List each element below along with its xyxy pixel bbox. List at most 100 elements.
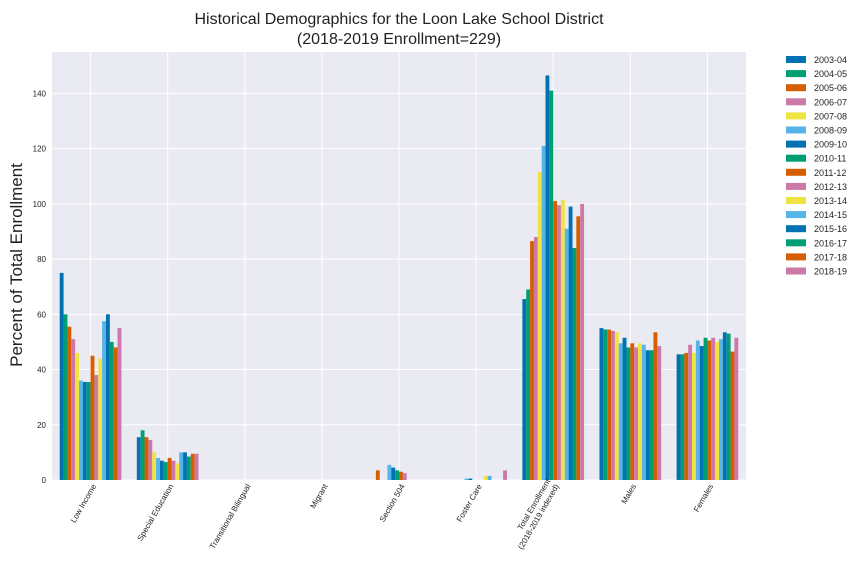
bar (734, 337, 739, 480)
bar (148, 439, 153, 480)
legend-label: 2012-13 (814, 182, 847, 192)
y-tick-label: 120 (33, 145, 47, 154)
bar (676, 354, 681, 480)
bar (653, 332, 658, 480)
bar (530, 241, 534, 480)
bar (638, 343, 642, 480)
legend-label: 2016-17 (814, 238, 847, 248)
bar (183, 452, 187, 480)
bar (82, 381, 87, 480)
bar (152, 452, 157, 480)
legend-label: 2017-18 (814, 252, 847, 262)
bar (59, 272, 64, 480)
legend: 2003-04 2004-05 2005-06 2006-07 2007-08 2008-… (786, 55, 847, 277)
legend-swatch (786, 126, 806, 134)
bar (622, 337, 627, 480)
x-tick-label-line: Migrant (308, 482, 330, 510)
bar (503, 470, 507, 480)
bar (94, 375, 99, 480)
legend-swatch (786, 267, 806, 275)
plot-area: 0 20 40 60 80 100 120 140 Low Income Special Educ… (33, 52, 746, 551)
bar (167, 457, 172, 480)
x-tick-label-line: Special Education (136, 483, 176, 543)
x-tick-label-line: Transitional Bilingual (208, 482, 253, 550)
bar (391, 467, 396, 480)
x-tick-label: Foster Care (455, 482, 484, 524)
x-tick-label: Low Income (69, 482, 99, 524)
legend-label: 2008-09 (814, 126, 847, 136)
bar (549, 90, 554, 480)
bar (78, 380, 83, 480)
bar (715, 341, 720, 480)
legend-swatch (786, 70, 806, 78)
bar (626, 347, 631, 480)
legend-swatch (786, 154, 806, 162)
bar (603, 329, 608, 480)
bar (186, 456, 191, 480)
legend-swatch (786, 239, 806, 247)
x-tick-label-line: Males (620, 483, 638, 506)
bar (553, 201, 558, 481)
bar (692, 352, 696, 480)
legend-swatch (786, 253, 806, 261)
legend-swatch (786, 112, 806, 120)
bar (572, 248, 577, 480)
bar (402, 473, 407, 480)
bar (645, 350, 650, 480)
legend-swatch (786, 211, 806, 219)
bar (541, 145, 546, 480)
y-tick-label: 0 (42, 476, 47, 485)
bar (688, 344, 693, 480)
legend-label: 2015-16 (814, 224, 847, 234)
bar (545, 75, 550, 480)
bar (75, 352, 79, 480)
bar (730, 351, 735, 480)
bar (618, 343, 623, 480)
bar (105, 314, 110, 480)
y-tick-label: 100 (33, 200, 47, 209)
legend-label: 2006-07 (814, 97, 847, 107)
bar (156, 457, 160, 480)
bar (641, 344, 646, 480)
chart-title-line-1: Historical Demographics for the Loon Lak… (194, 11, 604, 28)
bar (98, 358, 103, 480)
legend-label: 2013-14 (814, 196, 847, 206)
bar (140, 430, 145, 480)
bar (194, 453, 199, 480)
bar (537, 172, 542, 480)
chart-title-line-2: (2018-2019 Enrollment=229) (297, 31, 501, 48)
x-tick-label: Total Enrollment(2018-2019 indexed) (516, 477, 561, 551)
legend-label: 2005-06 (814, 83, 847, 93)
bar (90, 355, 95, 480)
bar (144, 437, 149, 480)
bar (109, 341, 114, 480)
bar (71, 339, 76, 480)
y-tick-label: 40 (37, 366, 46, 375)
legend-label: 2014-15 (814, 210, 847, 220)
bar (719, 339, 723, 480)
legend-label: 2011-12 (814, 168, 846, 178)
bar (695, 340, 700, 480)
legend-swatch (786, 84, 806, 92)
bar (468, 478, 473, 480)
y-tick-label: 60 (37, 310, 46, 319)
bar (634, 347, 639, 480)
y-tick-label: 140 (33, 89, 47, 98)
bar (522, 299, 527, 480)
bar (684, 352, 689, 480)
bar (568, 206, 573, 480)
bar (86, 381, 91, 480)
bar (599, 328, 604, 480)
bar (680, 354, 685, 480)
legend-swatch (786, 225, 806, 233)
x-tick-label: Migrant (308, 482, 330, 510)
bar (175, 463, 180, 480)
bar (487, 475, 492, 480)
bar (533, 237, 538, 480)
y-axis-label: Percent of Total Enrollment (7, 163, 26, 367)
bar (171, 460, 176, 480)
x-tick-label: Transitional Bilingual (208, 482, 253, 550)
bar (711, 337, 716, 480)
